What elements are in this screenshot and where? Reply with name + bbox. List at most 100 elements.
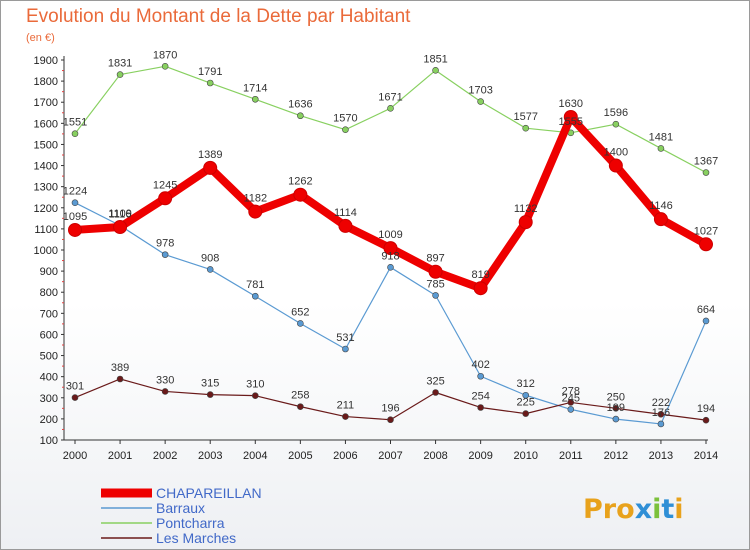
y-tick-label: 1600 — [34, 118, 58, 130]
data-label-pontcharra: 1671 — [378, 91, 402, 103]
series-pontcharra — [71, 63, 710, 176]
logo-letter: o — [616, 494, 635, 525]
data-label-pontcharra: 1596 — [604, 107, 628, 119]
logo-letter: P — [583, 494, 603, 525]
data-point-les-marches — [702, 416, 710, 424]
data-label-chapareillan: 1245 — [153, 179, 177, 191]
data-label-pontcharra: 1570 — [333, 113, 357, 125]
data-label-pontcharra: 1481 — [649, 131, 673, 143]
data-point-pontcharra — [251, 95, 259, 103]
x-tick-label: 2008 — [423, 450, 447, 462]
data-label-chapareillan: 1389 — [198, 149, 222, 161]
data-point-les-marches — [657, 410, 665, 418]
data-point-pontcharra — [297, 112, 304, 120]
x-tick-label: 2002 — [153, 450, 177, 462]
data-point-barraux — [657, 420, 665, 428]
y-tick-label: 1000 — [34, 245, 58, 257]
data-label-barraux: 652 — [291, 306, 309, 318]
x-tick-label: 2010 — [513, 450, 537, 462]
data-label-chapareillan: 897 — [426, 253, 444, 265]
data-point-chapareillan — [158, 191, 173, 206]
x-tick-label: 2012 — [604, 450, 628, 462]
legend-label-chapareillan: CHAPAREILLAN — [156, 485, 262, 501]
data-point-les-marches — [71, 394, 79, 401]
data-label-barraux: 312 — [517, 378, 535, 390]
data-label-les-marches: 258 — [291, 390, 309, 402]
data-label-barraux: 918 — [381, 250, 399, 262]
data-point-pontcharra — [477, 98, 484, 105]
data-point-les-marches — [477, 404, 484, 411]
data-point-chapareillan — [699, 237, 713, 252]
data-point-barraux — [297, 320, 304, 327]
chart-title: Evolution du Montant de la Dette par Hab… — [26, 6, 411, 27]
data-point-barraux — [71, 199, 79, 207]
data-label-les-marches: 389 — [111, 362, 129, 374]
logo-letter: r — [603, 494, 617, 525]
data-label-chapareillan: 1132 — [514, 203, 538, 215]
data-label-les-marches: 225 — [517, 397, 535, 409]
data-label-les-marches: 250 — [607, 391, 625, 403]
data-point-chapareillan — [203, 160, 218, 175]
data-point-chapareillan — [653, 212, 668, 227]
data-point-les-marches — [387, 416, 394, 424]
y-tick-label: 1200 — [34, 203, 58, 215]
data-label-pontcharra: 1551 — [63, 117, 87, 129]
data-point-les-marches — [297, 403, 304, 410]
data-point-pontcharra — [387, 105, 394, 112]
data-point-les-marches — [432, 389, 439, 396]
data-label-barraux: 785 — [426, 278, 444, 290]
data-point-chapareillan — [68, 222, 82, 237]
data-point-barraux — [702, 317, 710, 325]
data-point-chapareillan — [518, 215, 533, 230]
logo-letter: t — [661, 494, 674, 525]
data-label-pontcharra: 1831 — [108, 58, 132, 70]
axes: 100 200 300 400 500 600 700 800 900 1000 1100 1200 1… — [34, 55, 719, 462]
data-label-barraux: 199 — [607, 402, 625, 414]
data-label-les-marches: 211 — [337, 400, 355, 412]
data-label-chapareillan: 1262 — [288, 176, 312, 188]
data-label-chapareillan: 1095 — [63, 211, 87, 223]
data-label-les-marches: 278 — [562, 385, 580, 397]
series-chapareillan — [68, 110, 713, 296]
data-point-les-marches — [206, 391, 214, 398]
y-tick-label: 1400 — [34, 161, 58, 173]
x-tick-label: 2000 — [63, 450, 87, 462]
data-point-chapareillan — [563, 110, 578, 124]
data-label-barraux: 908 — [201, 252, 219, 264]
data-point-barraux — [567, 406, 575, 413]
data-point-chapareillan — [383, 241, 398, 256]
data-label-barraux: 245 — [562, 392, 580, 404]
data-label-les-marches: 325 — [426, 376, 444, 388]
y-tick-label: 100 — [40, 435, 58, 447]
data-label-chapareillan: 1182 — [243, 193, 267, 205]
data-point-chapareillan — [113, 219, 128, 234]
y-tick-label: 1800 — [34, 76, 58, 88]
data-label-les-marches: 222 — [652, 397, 670, 409]
data-label-chapareillan: 1027 — [694, 225, 718, 237]
data-point-chapareillan — [293, 187, 308, 202]
data-labels: 1224 1116 978 908 781 652 531 918 785 402 312 245 19… — [63, 49, 718, 419]
data-label-pontcharra: 1555 — [559, 116, 583, 128]
data-point-barraux — [251, 292, 259, 300]
data-label-pontcharra: 1851 — [423, 53, 447, 65]
data-point-pontcharra — [657, 145, 665, 152]
y-tick-label: 400 — [40, 372, 58, 384]
data-label-chapareillan: 1146 — [649, 200, 673, 212]
data-point-les-marches — [522, 410, 530, 417]
proxiti-logo: Proxiti — [583, 494, 684, 525]
data-point-pontcharra — [522, 124, 530, 132]
data-point-pontcharra — [116, 71, 124, 78]
data-label-barraux: 978 — [156, 238, 174, 250]
y-tick-label: 300 — [40, 393, 58, 405]
legend-label-les-marches: Les Marches — [156, 530, 236, 546]
legend-label-pontcharra: Pontcharra — [156, 515, 225, 531]
data-point-barraux — [522, 391, 530, 399]
data-label-les-marches: 330 — [156, 374, 174, 386]
y-tick-label: 1300 — [34, 182, 58, 194]
x-tick-label: 2004 — [243, 450, 267, 462]
series-layer — [68, 63, 713, 428]
data-point-pontcharra — [206, 79, 214, 87]
y-tick-label: 500 — [40, 351, 58, 363]
